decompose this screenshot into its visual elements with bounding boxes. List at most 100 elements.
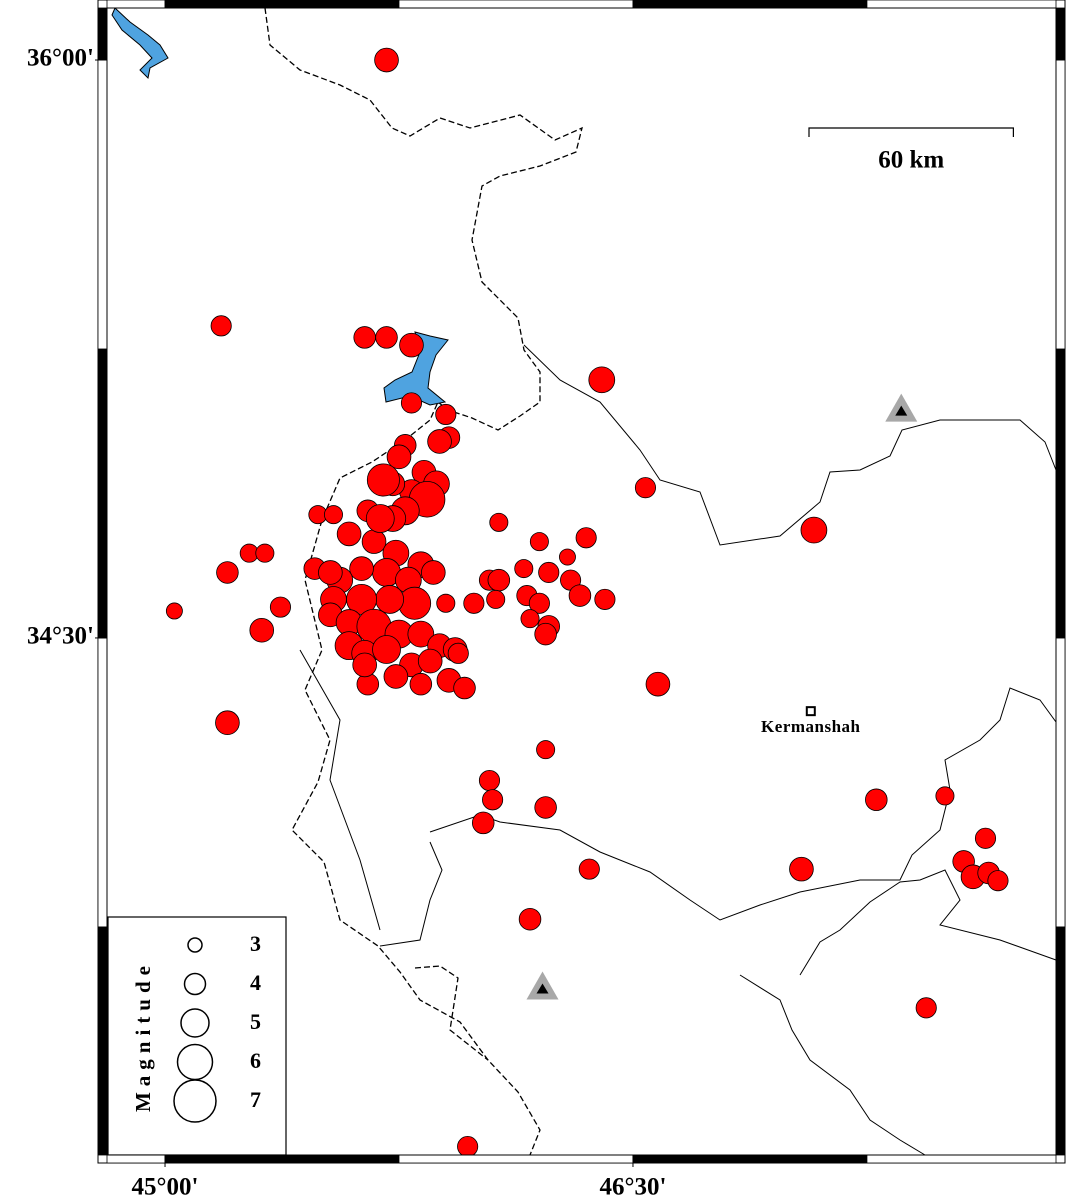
lake: [111, 7, 169, 80]
earthquake: [372, 635, 401, 664]
legend-box: [107, 916, 287, 1156]
city-label: Kermanshah: [761, 717, 861, 736]
earthquake: [518, 907, 542, 931]
earthquake: [594, 588, 616, 610]
earthquake: [457, 1135, 479, 1158]
earthquake: [536, 740, 556, 760]
earthquake: [427, 429, 452, 454]
earthquake: [463, 592, 485, 614]
earthquake: [575, 527, 597, 549]
earthquake: [588, 366, 616, 394]
earthquake: [534, 796, 557, 819]
earthquake: [486, 589, 506, 609]
earthquake: [568, 584, 592, 607]
frame-stripe: [1055, 59, 1066, 350]
x-tick-label: 46°30': [599, 1174, 666, 1201]
earthquake: [318, 560, 343, 585]
earthquake: [417, 648, 443, 674]
lakes: [111, 7, 449, 406]
legend-circle: [183, 972, 207, 996]
lake: [383, 331, 449, 406]
frame-stripe: [97, 7, 108, 61]
earthquake: [269, 596, 292, 618]
earthquake: [538, 561, 560, 583]
earthquake: [482, 789, 504, 811]
border-southwest: [379, 841, 443, 947]
earthquake: [383, 664, 409, 689]
earthquake: [534, 622, 557, 646]
earthquake: [935, 786, 955, 806]
earthquake: [789, 856, 814, 882]
borders: [264, 7, 1057, 1156]
earthquake: [255, 543, 275, 563]
earthquake: [352, 652, 377, 678]
earthquake: [514, 559, 534, 579]
legend-circle: [173, 1079, 217, 1123]
frame-stripe: [1055, 348, 1066, 639]
earthquake: [365, 504, 395, 533]
earthquake: [336, 521, 362, 547]
earthquake: [421, 560, 446, 585]
scale-label: 60 km: [878, 147, 944, 174]
earthquake: [529, 532, 549, 552]
legend-circle: [187, 937, 203, 953]
earthquake: [865, 788, 888, 812]
earthquake: [559, 548, 576, 566]
legend-label: 7: [250, 1087, 261, 1112]
legend-label: 6: [250, 1048, 261, 1073]
earthquake: [578, 858, 600, 880]
earthquake: [386, 444, 412, 470]
station-core: [895, 405, 908, 416]
border-south: [429, 687, 1057, 921]
earthquake: [210, 315, 232, 337]
frame-stripe: [1055, 7, 1066, 61]
earthquake: [409, 672, 433, 696]
frame-stripe: [1055, 637, 1066, 928]
earthquake: [645, 671, 671, 697]
earthquake: [375, 585, 405, 614]
earthquake: [489, 512, 509, 532]
city-marker: [805, 706, 816, 717]
earthquake: [435, 403, 457, 426]
earthquake: [528, 592, 550, 614]
station-core: [536, 983, 549, 994]
x-tick-label: 45°00': [132, 1174, 199, 1201]
frame-stripe: [164, 0, 400, 9]
earthquake: [165, 602, 183, 620]
legend-title: Magnitude: [131, 960, 155, 1112]
earthquake: [520, 609, 540, 629]
earthquake: [323, 505, 343, 525]
frame-stripe: [1055, 926, 1066, 1156]
border-east: [799, 869, 1057, 976]
y-tick-label: 36°00': [27, 45, 94, 72]
earthquake: [400, 392, 423, 414]
frame-stripe: [97, 926, 108, 1156]
legend-label: 5: [250, 1009, 261, 1034]
earthquake: [487, 568, 511, 592]
earthquake: [447, 642, 469, 664]
y-tick-label: 34°30': [27, 623, 94, 650]
events: [165, 47, 1009, 1158]
earthquake: [471, 811, 495, 835]
frame-stripe: [97, 348, 108, 639]
legend: 3 4 5 6 7: [173, 931, 261, 1123]
earthquake: [800, 516, 828, 544]
frame-stripe: [97, 59, 108, 350]
earthquake: [215, 710, 240, 736]
earthquake: [375, 326, 398, 349]
earthquake: [366, 463, 400, 497]
border-dashed: [264, 7, 583, 1156]
frame-stripe: [164, 1154, 400, 1164]
earthquake: [478, 769, 501, 792]
frame-stripe: [106, 0, 166, 9]
scale-bar: [808, 127, 1014, 137]
frame-stripe: [97, 637, 108, 928]
earthquake: [915, 997, 937, 1019]
overlay: Kermanshah 60 km: [526, 127, 1014, 1000]
earthquake: [353, 326, 376, 349]
earthquake: [436, 593, 456, 613]
earthquake: [634, 477, 657, 499]
frame-stripe: [866, 1154, 1057, 1164]
frame-stripe: [866, 0, 1057, 9]
